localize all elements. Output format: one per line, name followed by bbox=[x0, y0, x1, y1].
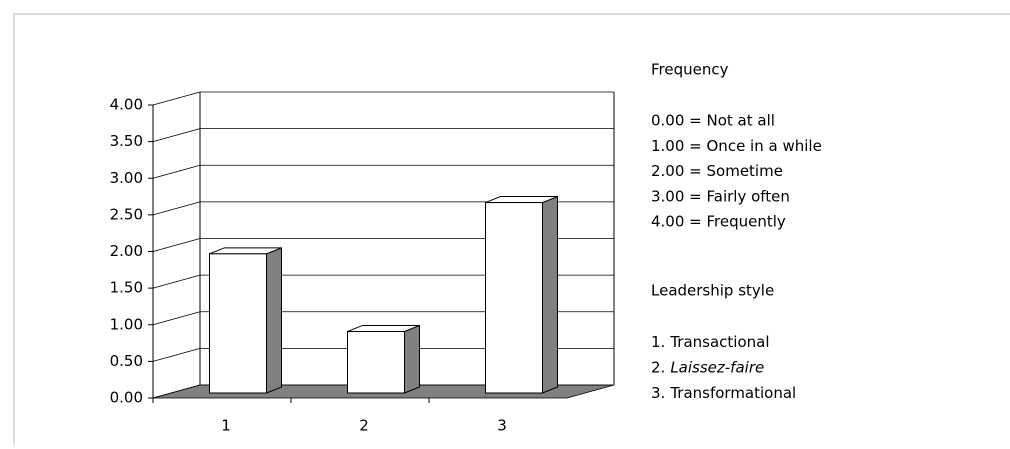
y-tick-label: 3.00 bbox=[110, 169, 143, 187]
y-tick-label: 0.00 bbox=[110, 389, 143, 407]
grid-line bbox=[152, 274, 201, 289]
legend-item: 2.00 = Sometime bbox=[651, 162, 783, 180]
grid-line bbox=[152, 91, 201, 106]
grid-line bbox=[152, 164, 201, 179]
legend-number: 2. bbox=[651, 358, 665, 376]
legend-number: 1. bbox=[651, 333, 665, 351]
legend-title: Frequency bbox=[651, 61, 729, 79]
x-tick-label: 1 bbox=[221, 417, 231, 435]
bar bbox=[347, 330, 405, 394]
frame bbox=[13, 13, 1010, 449]
legend-item: 4.00 = Frequently bbox=[651, 213, 786, 231]
bar bbox=[485, 202, 543, 394]
legend-item: 1. Transactional bbox=[651, 333, 769, 351]
grid-line bbox=[152, 201, 201, 216]
x-tick-label: 2 bbox=[359, 417, 369, 435]
legend-label: Laissez-faire bbox=[670, 358, 764, 376]
x-tick-label: 3 bbox=[497, 417, 507, 435]
y-tick-label: 1.50 bbox=[110, 279, 143, 297]
y-tick-label: 2.00 bbox=[110, 242, 143, 260]
legend-number: 3. bbox=[651, 384, 665, 402]
bar-side bbox=[542, 195, 558, 394]
bar-side bbox=[266, 247, 282, 394]
y-tick-label: 1.00 bbox=[110, 315, 143, 333]
grid-line bbox=[152, 128, 201, 143]
y-tick-label: 2.50 bbox=[110, 205, 143, 223]
legend-label: Transformational bbox=[669, 384, 796, 402]
legend-item: 3.00 = Fairly often bbox=[651, 187, 790, 205]
y-tick-label: 0.50 bbox=[110, 352, 143, 370]
y-tick-label: 4.00 bbox=[110, 96, 143, 114]
y-tick-label: 3.50 bbox=[110, 132, 143, 150]
grid-line bbox=[152, 311, 201, 326]
grid-line bbox=[152, 347, 201, 362]
grid-line bbox=[152, 384, 201, 399]
legend-label: Transactional bbox=[669, 333, 769, 351]
bar-side bbox=[404, 324, 420, 394]
legend-item: 3. Transformational bbox=[651, 384, 796, 402]
legend-title: Leadership style bbox=[651, 282, 774, 300]
legend-item: 2. Laissez-faire bbox=[651, 358, 764, 376]
grid-line bbox=[152, 238, 201, 252]
legend-item: 1.00 = Once in a while bbox=[651, 137, 822, 155]
bar bbox=[209, 253, 267, 394]
legend-item: 0.00 = Not at all bbox=[651, 112, 775, 130]
